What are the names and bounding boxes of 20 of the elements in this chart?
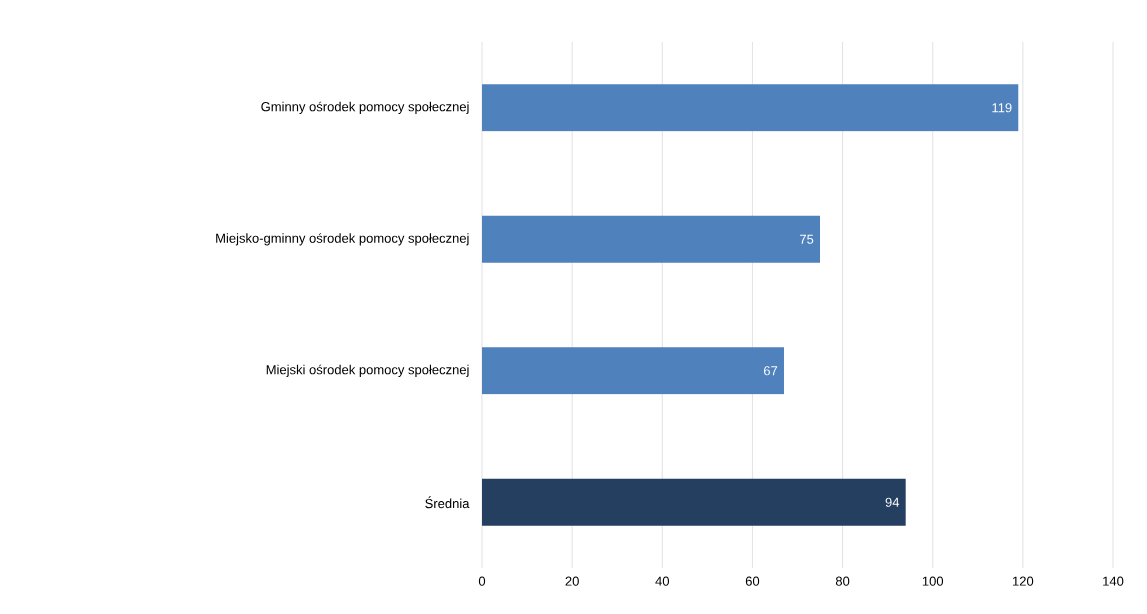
y-tick-label: Gminny ośrodek pomocy społecznej [261, 101, 469, 114]
y-tick-label: Miejsko-gminny ośrodek pomocy społecznej [216, 233, 469, 246]
data-label: 119 [992, 103, 1012, 113]
x-tick-label: 120 [1013, 576, 1034, 586]
x-tick-label: 140 [1103, 576, 1124, 586]
bar [482, 215, 821, 263]
data-label: 94 [885, 497, 900, 507]
y-tick-label: Miejski ośrodek pomocy społecznej [266, 364, 469, 377]
bar [482, 347, 784, 395]
data-label: 75 [800, 234, 814, 244]
x-tick-label: 100 [922, 576, 944, 586]
x-tick-label: 20 [565, 576, 579, 586]
x-tick-label: 0 [478, 576, 486, 586]
x-tick-label: 80 [835, 576, 850, 586]
x-tick-label: 40 [655, 576, 670, 586]
data-label: 67 [763, 366, 778, 376]
bar [482, 84, 1019, 132]
y-tick-label: Średnia [425, 496, 470, 509]
x-tick-label: 60 [745, 576, 760, 586]
bar [482, 478, 906, 526]
